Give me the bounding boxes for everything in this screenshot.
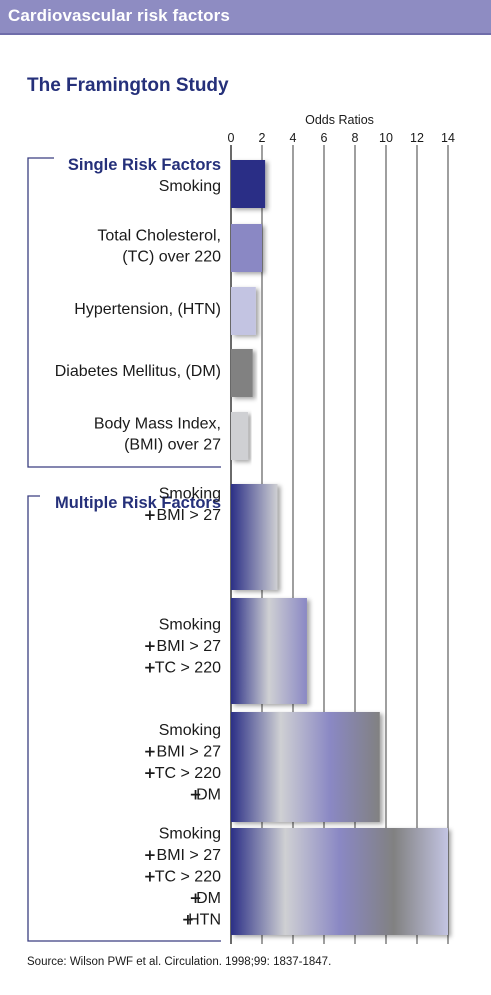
bar-label-line: TC > 220 — [155, 660, 221, 677]
bar-label-line: DM — [196, 786, 221, 803]
bar-multiple-risk — [231, 598, 307, 704]
bar-label-line: BMI > 27 — [157, 507, 222, 524]
x-tick-label: 4 — [290, 131, 297, 145]
header-title: Cardiovascular risk factors — [8, 6, 230, 25]
odds-ratio-bar-chart: Single Risk Factors Multiple Risk Factors… — [27, 113, 455, 944]
x-tick-label: 2 — [259, 131, 266, 145]
plus-icon: + — [144, 506, 157, 524]
bar-multiple-risk — [231, 484, 278, 590]
bar-single-risk — [231, 349, 253, 397]
bar-label-line: BMI > 27 — [157, 638, 222, 655]
bar-label-line: Smoking — [159, 178, 221, 195]
bar-multiple-risk — [231, 828, 448, 935]
bar-single-risk — [231, 160, 266, 208]
group-header: Multiple Risk Factors — [55, 494, 221, 512]
x-tick-label: 14 — [441, 131, 455, 145]
plus-icon: + — [144, 764, 157, 782]
x-tick-label: 10 — [379, 131, 393, 145]
bar-label-line: Smoking — [159, 722, 221, 739]
bar-label-line: Smoking — [159, 485, 221, 502]
plus-icon: + — [182, 911, 195, 929]
x-tick-label: 12 — [410, 131, 424, 145]
bar-single-risk — [231, 224, 262, 272]
bar-label-line: Body Mass Index, — [94, 416, 221, 433]
plus-icon: + — [144, 659, 157, 677]
header-band: Cardiovascular risk factors — [0, 0, 491, 35]
label-layer: Single Risk Factors Multiple Risk Factors… — [55, 156, 221, 929]
x-tick-label: 0 — [228, 131, 235, 145]
plus-icon: + — [144, 868, 157, 886]
x-tick-label: 8 — [352, 131, 359, 145]
group-bracket — [27, 157, 221, 468]
bar-label-line: Diabetes Mellitus, (DM) — [55, 363, 221, 380]
bar-multiple-risk — [231, 712, 380, 822]
bar-single-risk — [231, 287, 256, 335]
bar-label-line: BMI > 27 — [157, 743, 222, 760]
bar-label-line: (TC) over 220 — [122, 249, 221, 266]
bar-label-line: (BMI) over 27 — [124, 437, 221, 454]
bracket-layer — [27, 157, 221, 942]
plus-icon: + — [144, 846, 157, 864]
axis-layer: Odds Ratios 0 2 4 6 8 10 12 14 — [228, 113, 455, 145]
plus-icon: + — [144, 637, 157, 655]
bar-label-line: BMI > 27 — [157, 847, 222, 864]
bar-label-line: Total Cholesterol, — [97, 228, 221, 245]
plus-icon: + — [189, 785, 202, 803]
bar-label-line: DM — [196, 890, 221, 907]
x-axis-title: Odds Ratios — [305, 113, 374, 127]
bar-label-line: TC > 220 — [155, 869, 221, 886]
plus-icon: + — [189, 889, 202, 907]
bar-layer — [231, 160, 448, 935]
chart-title: The Framington Study — [27, 75, 229, 96]
source-note: Source: Wilson PWF et al. Circulation. 1… — [27, 956, 332, 968]
bar-label-line: Smoking — [159, 826, 221, 843]
bar-label-line: TC > 220 — [155, 765, 221, 782]
plus-icon: + — [144, 742, 157, 760]
bar-label-line: Hypertension, (HTN) — [74, 301, 221, 318]
x-tick-label: 6 — [321, 131, 328, 145]
bar-label-line: Smoking — [159, 617, 221, 634]
group-bracket — [27, 495, 221, 942]
bar-label-line: HTN — [188, 912, 221, 929]
bar-single-risk — [231, 412, 249, 460]
group-header: Single Risk Factors — [68, 156, 221, 174]
